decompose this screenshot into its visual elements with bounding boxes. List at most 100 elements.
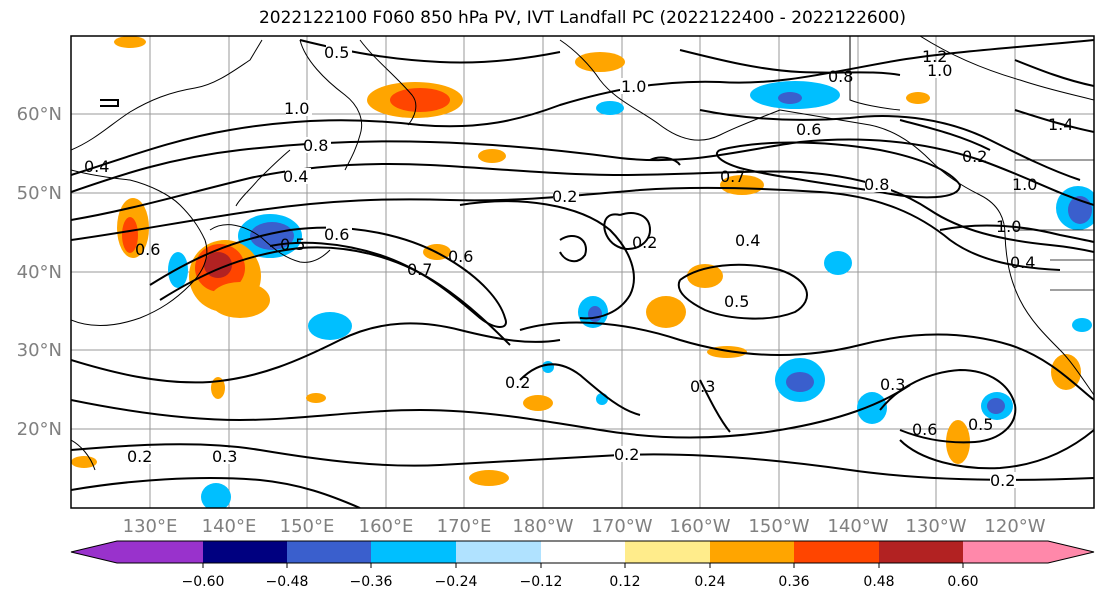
latitude-labels: 60°N 50°N 40°N 30°N 20°N bbox=[17, 104, 62, 440]
contour-label: 0.6 bbox=[796, 120, 821, 139]
positive-blob-s3 bbox=[306, 393, 326, 403]
contour-label: 1.2 bbox=[922, 47, 947, 66]
colorbar-swatch-9 bbox=[794, 541, 879, 563]
lat-label-20n: 20°N bbox=[17, 419, 62, 440]
negative-blob-s8 bbox=[542, 361, 554, 373]
lon-label-150w: 150°W bbox=[748, 516, 809, 537]
positive-blob-mid3 bbox=[646, 296, 686, 328]
colorbar-swatch-12 bbox=[1048, 541, 1094, 563]
colorbar-tick-label: 0.48 bbox=[863, 574, 894, 590]
colorbar-tick-label: 0.36 bbox=[778, 574, 809, 590]
pv-contours bbox=[71, 39, 1094, 508]
negative-blob-s7 bbox=[308, 312, 352, 340]
contour-label: 0.5 bbox=[724, 292, 749, 311]
lon-label-170w: 170°W bbox=[591, 516, 652, 537]
lon-label-170e: 170°E bbox=[437, 516, 492, 537]
coastlines bbox=[71, 36, 1094, 471]
colorbar-tick-label: −0.48 bbox=[266, 574, 309, 590]
contour-label: 0.6 bbox=[912, 420, 937, 439]
negative-blob-s5 bbox=[201, 483, 231, 508]
contour-label: 1.0 bbox=[1012, 175, 1037, 194]
colorbar-swatch-8 bbox=[710, 541, 794, 563]
contour-label: 0.2 bbox=[962, 147, 987, 166]
contour-label: 0.6 bbox=[448, 247, 473, 266]
colorbar-swatch-4 bbox=[371, 541, 456, 563]
negative-blob-ne bbox=[824, 251, 852, 275]
positive-blob-gulf bbox=[720, 175, 764, 195]
lon-label-160w: 160°W bbox=[669, 516, 730, 537]
positive-blob-s2 bbox=[469, 470, 509, 486]
positive-blob-mexico bbox=[1051, 354, 1081, 390]
contour-label: 0.6 bbox=[135, 240, 160, 259]
contour-label: 0.2 bbox=[127, 447, 152, 466]
negative-blob-seattle bbox=[1072, 318, 1092, 332]
contour-labels: 0.5 1.0 0.8 0.4 0.6 0.5 0.7 0.6 0.2 0.4 … bbox=[84, 43, 1073, 490]
colorbar-outline bbox=[70, 540, 1095, 564]
contour-label: 0.7 bbox=[407, 260, 432, 279]
negative-blob-bering bbox=[750, 81, 840, 109]
map-frame bbox=[70, 35, 1095, 509]
colorbar-swatch-5 bbox=[456, 541, 541, 563]
map-title: 2022122100 F060 850 hPa PV, IVT Landfall… bbox=[258, 8, 906, 28]
colorbar-swatch-0 bbox=[71, 541, 117, 563]
negative-blob-hawaii-ne bbox=[775, 358, 825, 402]
contour-label: 0.3 bbox=[690, 377, 715, 396]
contour-label: 0.2 bbox=[990, 471, 1015, 490]
colorbar-tick-label: −0.24 bbox=[435, 574, 478, 590]
colorbar-tick-label: −0.60 bbox=[182, 574, 225, 590]
negative-blob-e1 bbox=[857, 392, 887, 424]
contour-label: 0.2 bbox=[552, 187, 577, 206]
positive-blob-mid4 bbox=[687, 264, 723, 288]
contour-label: 0.2 bbox=[614, 445, 639, 464]
contour-label: 0.5 bbox=[968, 415, 993, 434]
colorbar-tick-label: −0.36 bbox=[350, 574, 393, 590]
colorbar-tick-label: 0.12 bbox=[609, 574, 640, 590]
colorbar-ticks bbox=[202, 563, 964, 568]
colorbar-tick-label: −0.12 bbox=[520, 574, 563, 590]
contour-label: 0.4 bbox=[735, 231, 760, 250]
longitude-labels: 130°E 140°E 150°E 160°E 170°E 180°W 170°… bbox=[123, 516, 1046, 537]
colorbar-tick-label: 0.24 bbox=[694, 574, 725, 590]
contour-label: 1.0 bbox=[621, 77, 646, 96]
pv-shading bbox=[71, 36, 1094, 508]
contour-label: 0.3 bbox=[212, 447, 237, 466]
contour-label: 0.8 bbox=[864, 175, 889, 194]
contour-label: 0.7 bbox=[720, 167, 745, 186]
colorbar-swatch-10 bbox=[879, 541, 963, 563]
lon-label-160e: 160°E bbox=[359, 516, 414, 537]
lon-label-130w: 130°W bbox=[905, 516, 966, 537]
negative-blob-ak2 bbox=[596, 101, 624, 115]
negative-blob-s9 bbox=[596, 393, 608, 405]
lon-label-120w: 120°W bbox=[984, 516, 1045, 537]
contour-label: 0.6 bbox=[324, 225, 349, 244]
lon-label-180w: 180°W bbox=[512, 516, 573, 537]
contour-label: 0.2 bbox=[632, 233, 657, 252]
lon-label-140e: 140°E bbox=[202, 516, 257, 537]
contour-label: 0.3 bbox=[880, 375, 905, 394]
colorbar-swatch-2 bbox=[203, 541, 287, 563]
positive-blob-mid1 bbox=[478, 149, 506, 163]
contour-label: 0.8 bbox=[303, 136, 328, 155]
contour-label: 0.8 bbox=[828, 67, 853, 86]
contour-label: 0.4 bbox=[1010, 253, 1035, 272]
colorbar-tick-labels: −0.60 −0.48 −0.36 −0.24 −0.12 0.12 0.24 … bbox=[182, 574, 979, 590]
positive-blob-china bbox=[117, 198, 149, 258]
lat-label-50n: 50°N bbox=[17, 183, 62, 204]
lat-label-40n: 40°N bbox=[17, 262, 62, 283]
contour-label: 0.5 bbox=[280, 235, 305, 254]
colorbar-swatch-6 bbox=[541, 541, 625, 563]
colorbar-swatch-11 bbox=[963, 541, 1048, 563]
lon-label-130e: 130°E bbox=[123, 516, 178, 537]
positive-blob-s10 bbox=[906, 92, 930, 104]
positive-blob-alaska bbox=[575, 52, 625, 72]
positive-blob-s1 bbox=[523, 395, 553, 411]
lat-label-30n: 30°N bbox=[17, 340, 62, 361]
lon-label-150e: 150°E bbox=[280, 516, 335, 537]
contour-label: 1.0 bbox=[284, 99, 309, 118]
contour-label: 0.5 bbox=[324, 43, 349, 62]
contour-label: 0.4 bbox=[84, 157, 109, 176]
negative-blob-coast bbox=[1056, 186, 1094, 230]
lon-label-140w: 140°W bbox=[827, 516, 888, 537]
colorbar-swatch-7 bbox=[625, 541, 710, 563]
